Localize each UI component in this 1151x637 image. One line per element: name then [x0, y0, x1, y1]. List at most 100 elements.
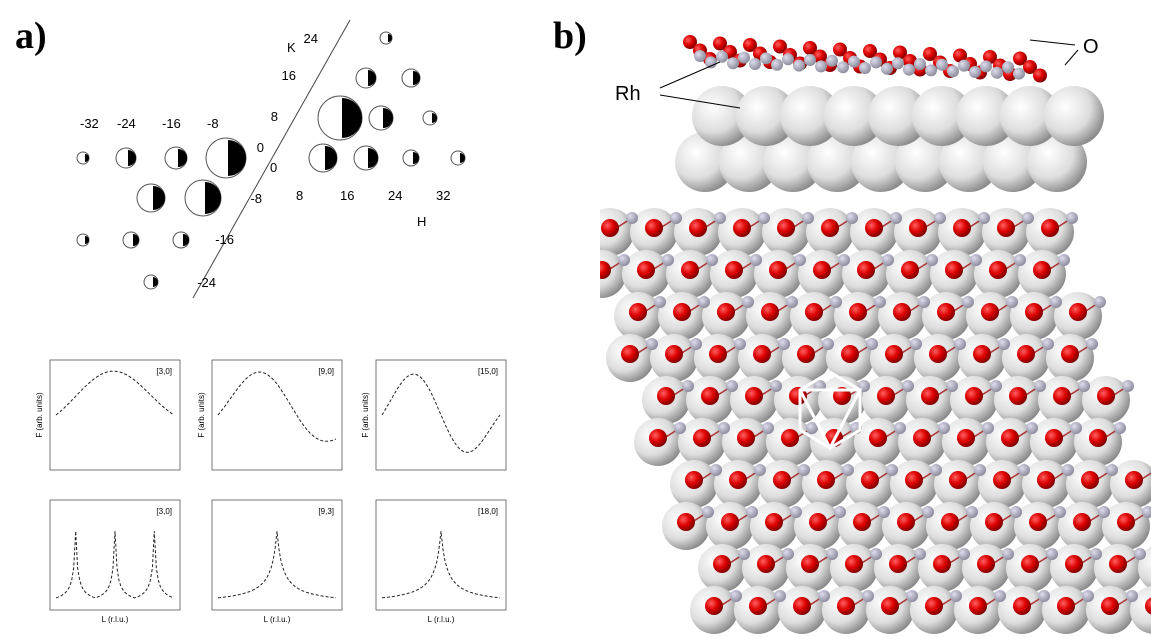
- o-atom: [637, 261, 655, 279]
- rh-atom: [962, 296, 974, 308]
- o-atom: [1029, 513, 1047, 531]
- rh-atom: [1086, 338, 1098, 350]
- plot-tag: [3,0]: [156, 507, 172, 516]
- o-atom: [909, 219, 927, 237]
- o-atom: [765, 513, 783, 531]
- o-atom: [869, 429, 887, 447]
- rh-atom: [970, 254, 982, 266]
- o-atom: [629, 303, 647, 321]
- rh-atom: [1134, 548, 1146, 560]
- rh-atom: [774, 590, 786, 602]
- rh-atom: [694, 50, 706, 62]
- rh-atom: [980, 60, 992, 72]
- rh-atom: [1002, 548, 1014, 560]
- h-tick-label: 0: [270, 160, 277, 175]
- rh-atom: [786, 296, 798, 308]
- o-atom: [1045, 429, 1063, 447]
- spot: [383, 108, 393, 128]
- rh-atom: [969, 66, 981, 78]
- o-atom: [701, 387, 719, 405]
- rh-atom: [690, 338, 702, 350]
- rh-atom: [1122, 380, 1134, 392]
- rh-atom: [804, 54, 816, 66]
- rh-atom: [654, 296, 666, 308]
- rh-atom: [842, 464, 854, 476]
- rh-atom: [716, 51, 728, 63]
- curve: [56, 371, 174, 415]
- rod-plots: [3,0]F (arb. units)[9,0]F (arb. units)[1…: [35, 360, 506, 624]
- o-atom: [881, 597, 899, 615]
- o-atom: [1109, 555, 1127, 573]
- o-atom: [1013, 597, 1031, 615]
- panel-label: b): [553, 15, 587, 57]
- o-atom: [965, 387, 983, 405]
- rh-atom: [1062, 464, 1074, 476]
- rh-atom: [1094, 296, 1106, 308]
- rh-atom: [730, 590, 742, 602]
- rh-atom: [738, 52, 750, 64]
- rh-atom: [794, 254, 806, 266]
- rh-atom: [1066, 212, 1078, 224]
- o-atom: [1073, 513, 1091, 531]
- rh-atom: [994, 590, 1006, 602]
- o-atom: [769, 261, 787, 279]
- o-atom: [949, 471, 967, 489]
- rh-atom: [837, 61, 849, 73]
- o-atom: [677, 513, 695, 531]
- o-atom: [1117, 513, 1135, 531]
- o-atom: [1017, 345, 1035, 363]
- rh-atom: [718, 422, 730, 434]
- h-tick-label: 32: [436, 188, 450, 203]
- spot: [342, 98, 362, 138]
- top-view: [578, 208, 1151, 634]
- rh-atom: [618, 254, 630, 266]
- k-tick-label: -16: [215, 232, 234, 247]
- o-atom: [969, 597, 987, 615]
- curve: [56, 531, 174, 598]
- curve: [382, 374, 500, 452]
- o-atom: [1053, 387, 1071, 405]
- axis-label: F (arb. units): [35, 392, 44, 438]
- rh-atom: [646, 338, 658, 350]
- curve: [382, 531, 500, 598]
- o-atom: [849, 303, 867, 321]
- rh-atom: [903, 64, 915, 76]
- axis-label: L (r.l.u.): [102, 615, 129, 624]
- o-atom: [901, 261, 919, 279]
- plot-tag: [18,0]: [478, 507, 498, 516]
- rh-atom: [1090, 548, 1102, 560]
- o-atom: [1033, 261, 1051, 279]
- o-atom: [1037, 471, 1055, 489]
- o-atom: [1001, 429, 1019, 447]
- rh-atom: [862, 590, 874, 602]
- leader: [660, 62, 720, 88]
- o-atom: [913, 429, 931, 447]
- o-atom: [837, 597, 855, 615]
- rh-atom: [1082, 590, 1094, 602]
- panel-label: a): [15, 15, 47, 57]
- rh-atom: [991, 67, 1003, 79]
- o-atom: [889, 555, 907, 573]
- spot: [178, 149, 187, 167]
- o-atom: [737, 429, 755, 447]
- rh-atom: [1114, 422, 1126, 434]
- o-atom: [761, 303, 779, 321]
- rh-atom: [918, 296, 930, 308]
- rh-atom: [906, 590, 918, 602]
- rh-atom: [930, 464, 942, 476]
- o-atom: [657, 387, 675, 405]
- rh-atom: [750, 254, 762, 266]
- rh-atom: [818, 590, 830, 602]
- o-atom: [725, 261, 743, 279]
- o-atom: [1061, 345, 1079, 363]
- o-atom: [665, 345, 683, 363]
- spot: [325, 146, 337, 170]
- rh-atom: [925, 64, 937, 76]
- rh-atom: [726, 380, 738, 392]
- o-atom: [861, 471, 879, 489]
- spot: [205, 182, 221, 214]
- rh-atom: [738, 548, 750, 560]
- h-tick-label: -32: [80, 116, 99, 131]
- rh-atom: [798, 464, 810, 476]
